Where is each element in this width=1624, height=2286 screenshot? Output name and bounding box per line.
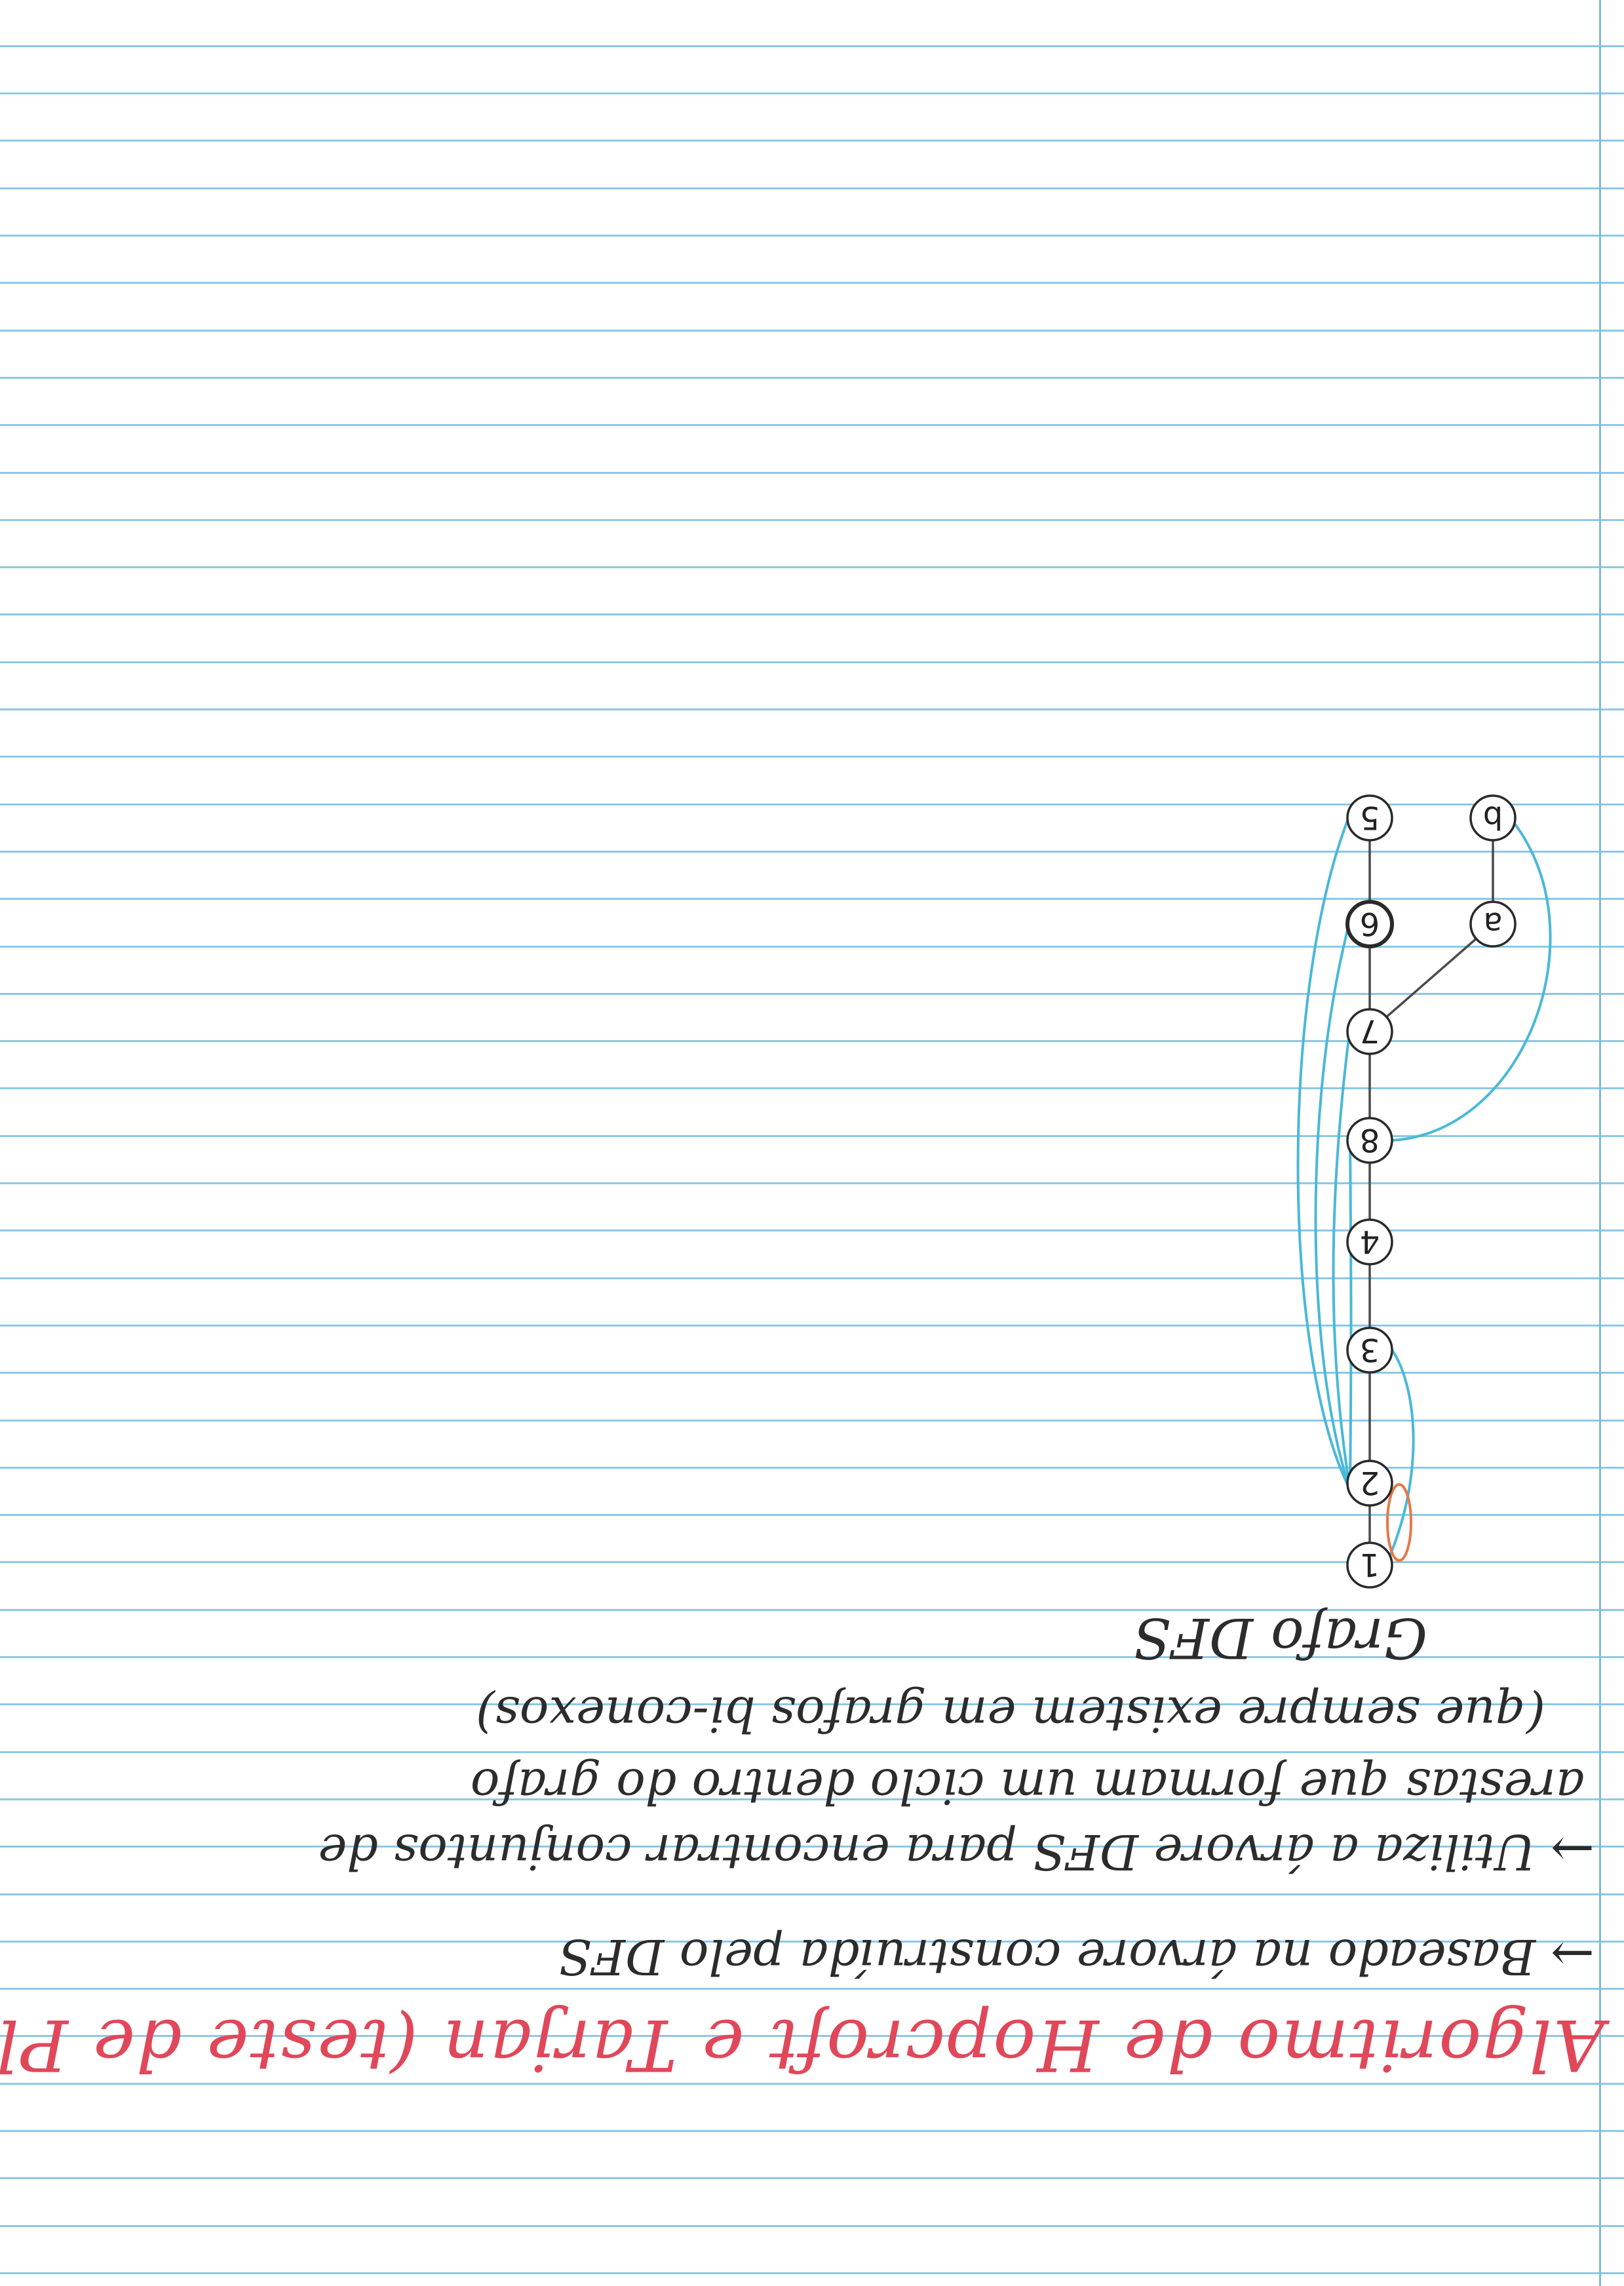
highlight-oval — [1386, 1483, 1412, 1562]
node-1: 1 — [1346, 1541, 1393, 1589]
node-b: b — [1469, 794, 1517, 842]
node-4: 4 — [1346, 1218, 1393, 1266]
node-label: 7 — [1360, 1013, 1380, 1049]
node-label: 6 — [1360, 905, 1380, 942]
back-edge-2-7 — [1332, 1027, 1351, 1490]
node-8: 8 — [1346, 1117, 1393, 1164]
node-6: 6 — [1345, 900, 1394, 948]
node-2: 2 — [1346, 1460, 1393, 1507]
back-edge-1-3 — [1387, 1349, 1415, 1559]
node-circle — [1346, 1541, 1393, 1589]
node-circle — [1346, 1117, 1393, 1164]
node-5: 5 — [1346, 794, 1393, 842]
node-a: a — [1469, 901, 1517, 948]
node-circle — [1469, 901, 1517, 948]
node-label: a — [1483, 905, 1502, 942]
node-circle — [1346, 1218, 1393, 1266]
tree-edge-7-a — [1368, 923, 1494, 1033]
back-edges — [1296, 813, 1552, 1559]
back-edge-8-b — [1391, 823, 1552, 1142]
back-edge-2-6 — [1314, 920, 1351, 1490]
node-circle — [1346, 1008, 1393, 1055]
node-circle — [1346, 794, 1393, 842]
back-edge-2-5 — [1296, 813, 1351, 1490]
graph-nodes: 1 2 3 4 8 7 6 5 a b — [1345, 794, 1517, 1589]
node-label: 4 — [1360, 1223, 1380, 1260]
node-7: 7 — [1346, 1008, 1393, 1055]
highlight-layer — [1386, 1483, 1412, 1562]
node-circle — [1346, 1327, 1393, 1374]
node-label: b — [1483, 799, 1503, 836]
node-circle — [1469, 794, 1517, 842]
node-label: 2 — [1360, 1464, 1380, 1501]
node-label: 3 — [1360, 1331, 1380, 1368]
node-label: 8 — [1360, 1121, 1380, 1158]
back-edge-2-8 — [1349, 1136, 1353, 1490]
node-3: 3 — [1346, 1327, 1393, 1374]
node-label: 1 — [1360, 1546, 1380, 1583]
node-circle — [1346, 1460, 1393, 1507]
node-label: 5 — [1360, 799, 1380, 836]
node-circle — [1345, 900, 1394, 948]
